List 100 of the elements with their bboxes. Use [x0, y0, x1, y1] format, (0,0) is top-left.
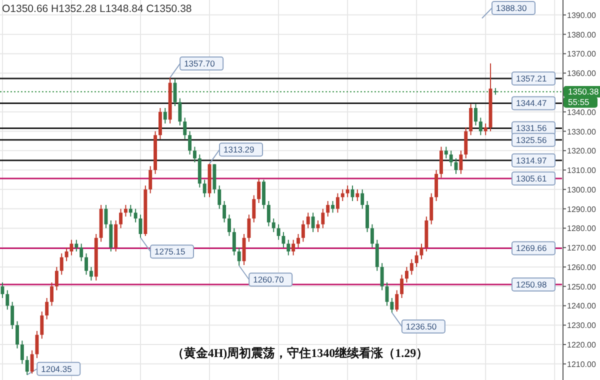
candlestick	[114, 220, 118, 252]
annotation: 1260.70	[253, 274, 284, 285]
candlestick	[252, 194, 256, 223]
y-tick-label: 1330.00	[567, 127, 596, 136]
y-tick-label: 1210.00	[567, 360, 596, 369]
candlestick	[80, 243, 84, 262]
candlestick	[474, 104, 478, 126]
annotation: 1313.29	[224, 144, 255, 155]
candlestick	[316, 220, 320, 233]
candlestick	[272, 218, 276, 233]
candlestick	[218, 185, 222, 210]
annotation: 1357.70	[184, 58, 216, 69]
candlestick	[331, 200, 334, 214]
y-tick-label: 1360.00	[567, 69, 596, 78]
candlestick	[124, 204, 128, 218]
candlestick	[336, 192, 340, 214]
candlestick	[311, 212, 315, 233]
candlestick	[262, 179, 266, 210]
candlestick	[40, 311, 44, 340]
candlestick	[35, 330, 39, 359]
ref-line-label: 1344.47	[516, 98, 547, 108]
y-tick-label: 1220.00	[567, 340, 596, 350]
y-tick-label: 1270.00	[567, 244, 596, 253]
candlestick	[321, 208, 325, 229]
candlestick	[370, 224, 374, 248]
annotation: 1275.15	[154, 246, 186, 257]
ref-line-label: 1250.98	[516, 279, 547, 290]
candlestick	[282, 232, 286, 248]
candlestick	[449, 150, 453, 167]
candlestick	[286, 239, 290, 256]
candlestick	[459, 150, 463, 174]
ref-line-label: 1350.38	[568, 86, 599, 97]
candlestick	[20, 340, 24, 364]
y-tick-label: 1310.00	[567, 166, 596, 176]
candlestick	[410, 258, 414, 276]
candlestick	[232, 228, 236, 256]
candlestick	[414, 250, 418, 268]
candlestick	[306, 212, 310, 229]
candlestick	[50, 282, 54, 306]
annotation: 1204.35	[41, 364, 72, 374]
y-tick-label: 1250.00	[567, 282, 596, 292]
annotation: 1236.50	[406, 322, 437, 332]
y-tick-label: 1290.00	[567, 204, 596, 214]
ref-line-label: 1305.61	[516, 174, 547, 184]
candlestick	[326, 200, 330, 218]
candlestick	[64, 247, 68, 262]
y-tick-label: 1230.00	[567, 321, 596, 330]
candlestick	[420, 243, 424, 260]
candlestick	[400, 274, 404, 298]
candlestick	[340, 188, 344, 202]
candlestick	[257, 178, 261, 204]
candlestick	[360, 188, 364, 210]
candlestick	[434, 170, 438, 202]
candlestick	[292, 239, 296, 256]
annotation: 1388.30	[496, 3, 527, 13]
y-tick-label: 1380.00	[567, 30, 596, 40]
candlestick	[10, 301, 14, 330]
y-tick-label: 1280.00	[567, 224, 596, 234]
candlestick	[25, 356, 29, 376]
candlestick	[119, 208, 123, 229]
y-tick-label: 1340.00	[567, 108, 596, 117]
candlestick	[375, 239, 379, 272]
candlestick	[183, 117, 187, 140]
candlestick	[469, 104, 473, 136]
candlestick	[109, 220, 113, 252]
y-tick-label: 1390.00	[567, 10, 596, 20]
annotation: O1350.66 H1352.28 L1348.84 C1350.38	[2, 3, 192, 15]
candlestick	[366, 200, 369, 233]
candlestick	[242, 234, 246, 266]
candlestick	[356, 188, 360, 202]
y-tick-label: 1370.00	[567, 50, 596, 59]
candlestick	[484, 123, 488, 136]
candlestick	[30, 350, 34, 374]
ref-line-label: 1269.66	[516, 243, 547, 254]
candlestick	[478, 117, 482, 136]
candlestick	[163, 107, 167, 124]
candlestick	[0, 282, 4, 298]
candlestick	[390, 297, 394, 314]
candlestick	[158, 107, 162, 140]
candlestick	[188, 130, 192, 156]
candlestick	[128, 204, 132, 218]
candlestick	[84, 252, 88, 276]
candlestick	[404, 266, 408, 283]
candlestick	[444, 146, 448, 159]
candlestick	[16, 320, 19, 349]
candlestick	[247, 214, 251, 242]
candlestick	[430, 192, 434, 225]
candlestick	[60, 252, 64, 276]
ref-line-label: 1314.97	[516, 155, 547, 166]
candlestick	[276, 224, 280, 240]
ref-line-label: 1331.56	[516, 123, 547, 134]
y-tick-label: 1240.00	[567, 302, 596, 311]
candlestick	[45, 297, 49, 320]
candlestick	[346, 185, 350, 198]
annotation: （黄金4H)周初震荡，守住1340继续看涨（1.29）	[172, 346, 428, 360]
candlestick	[134, 208, 138, 223]
candlestick	[439, 146, 443, 178]
candlestick	[395, 290, 399, 312]
candlestick	[6, 290, 10, 310]
candlestick	[301, 220, 305, 242]
